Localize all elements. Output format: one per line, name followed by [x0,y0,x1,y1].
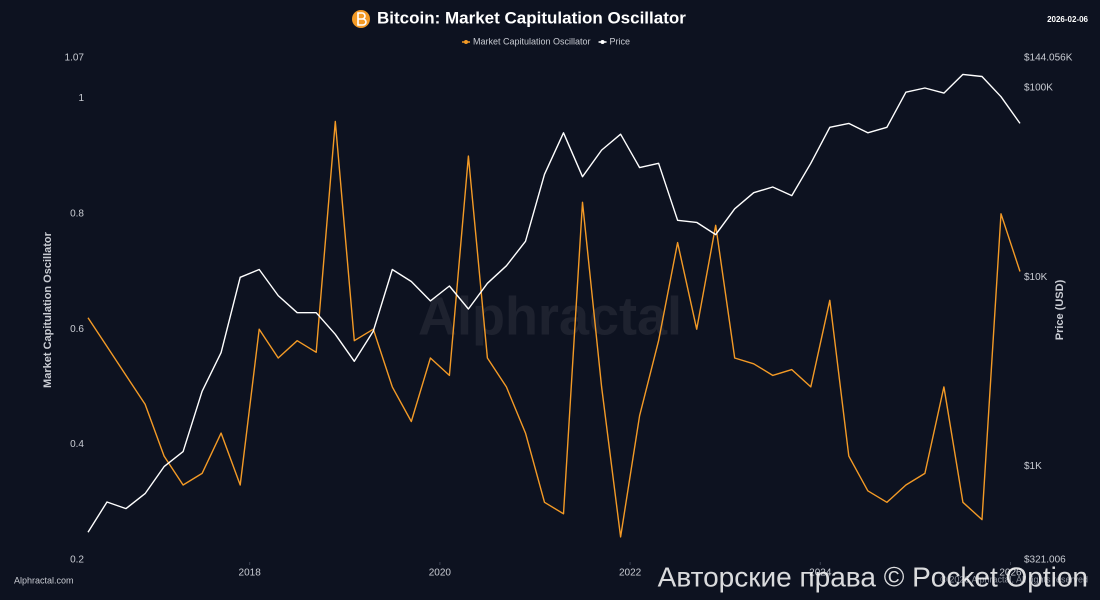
series-line [87,73,1021,533]
y-tick-label: 0.8 [70,208,84,219]
y2-tick-label: $144.056K [1024,53,1073,64]
y2-tick-label: $321.006 [1024,555,1066,566]
y2-tick-label: $1K [1024,461,1042,472]
chart-title: Bitcoin: Market Capitulation Oscillator [377,8,686,27]
x-tick-label: 2022 [619,568,642,579]
source-label: Alphractal.com [14,575,74,585]
legend-label: Price [610,36,631,46]
y2-tick-label: $100K [1024,83,1053,94]
y-tick-label: 0.6 [70,324,84,335]
y-tick-label: 0.4 [70,439,84,450]
overlay-text: Авторские права © Pocket Option [658,561,1088,592]
legend-marker [464,40,468,44]
y2-axis-label: Price (USD) [1054,279,1066,340]
date-label: 2026-02-06 [1047,15,1088,24]
legend-marker [600,40,605,44]
watermark: Alphractal [418,286,682,346]
y-tick-label: 1.07 [65,53,85,64]
y-tick-label: 1 [78,93,84,104]
y-axis-label: Market Capitulation Oscillator [42,231,54,388]
bitcoin-icon-glyph [357,12,367,26]
x-tick-label: 2024 [809,568,832,579]
legend-label: Market Capitulation Oscillator [473,36,591,46]
y2-tick-label: $10K [1024,272,1048,283]
copyright-label: © 2026 Alphractal, All rights reserved [940,574,1088,584]
x-tick-label: 2026 [999,568,1022,579]
y-tick-label: 0.2 [70,555,84,566]
x-tick-label: 2020 [429,568,452,579]
series-line [87,120,1021,538]
x-tick-label: 2018 [239,568,262,579]
